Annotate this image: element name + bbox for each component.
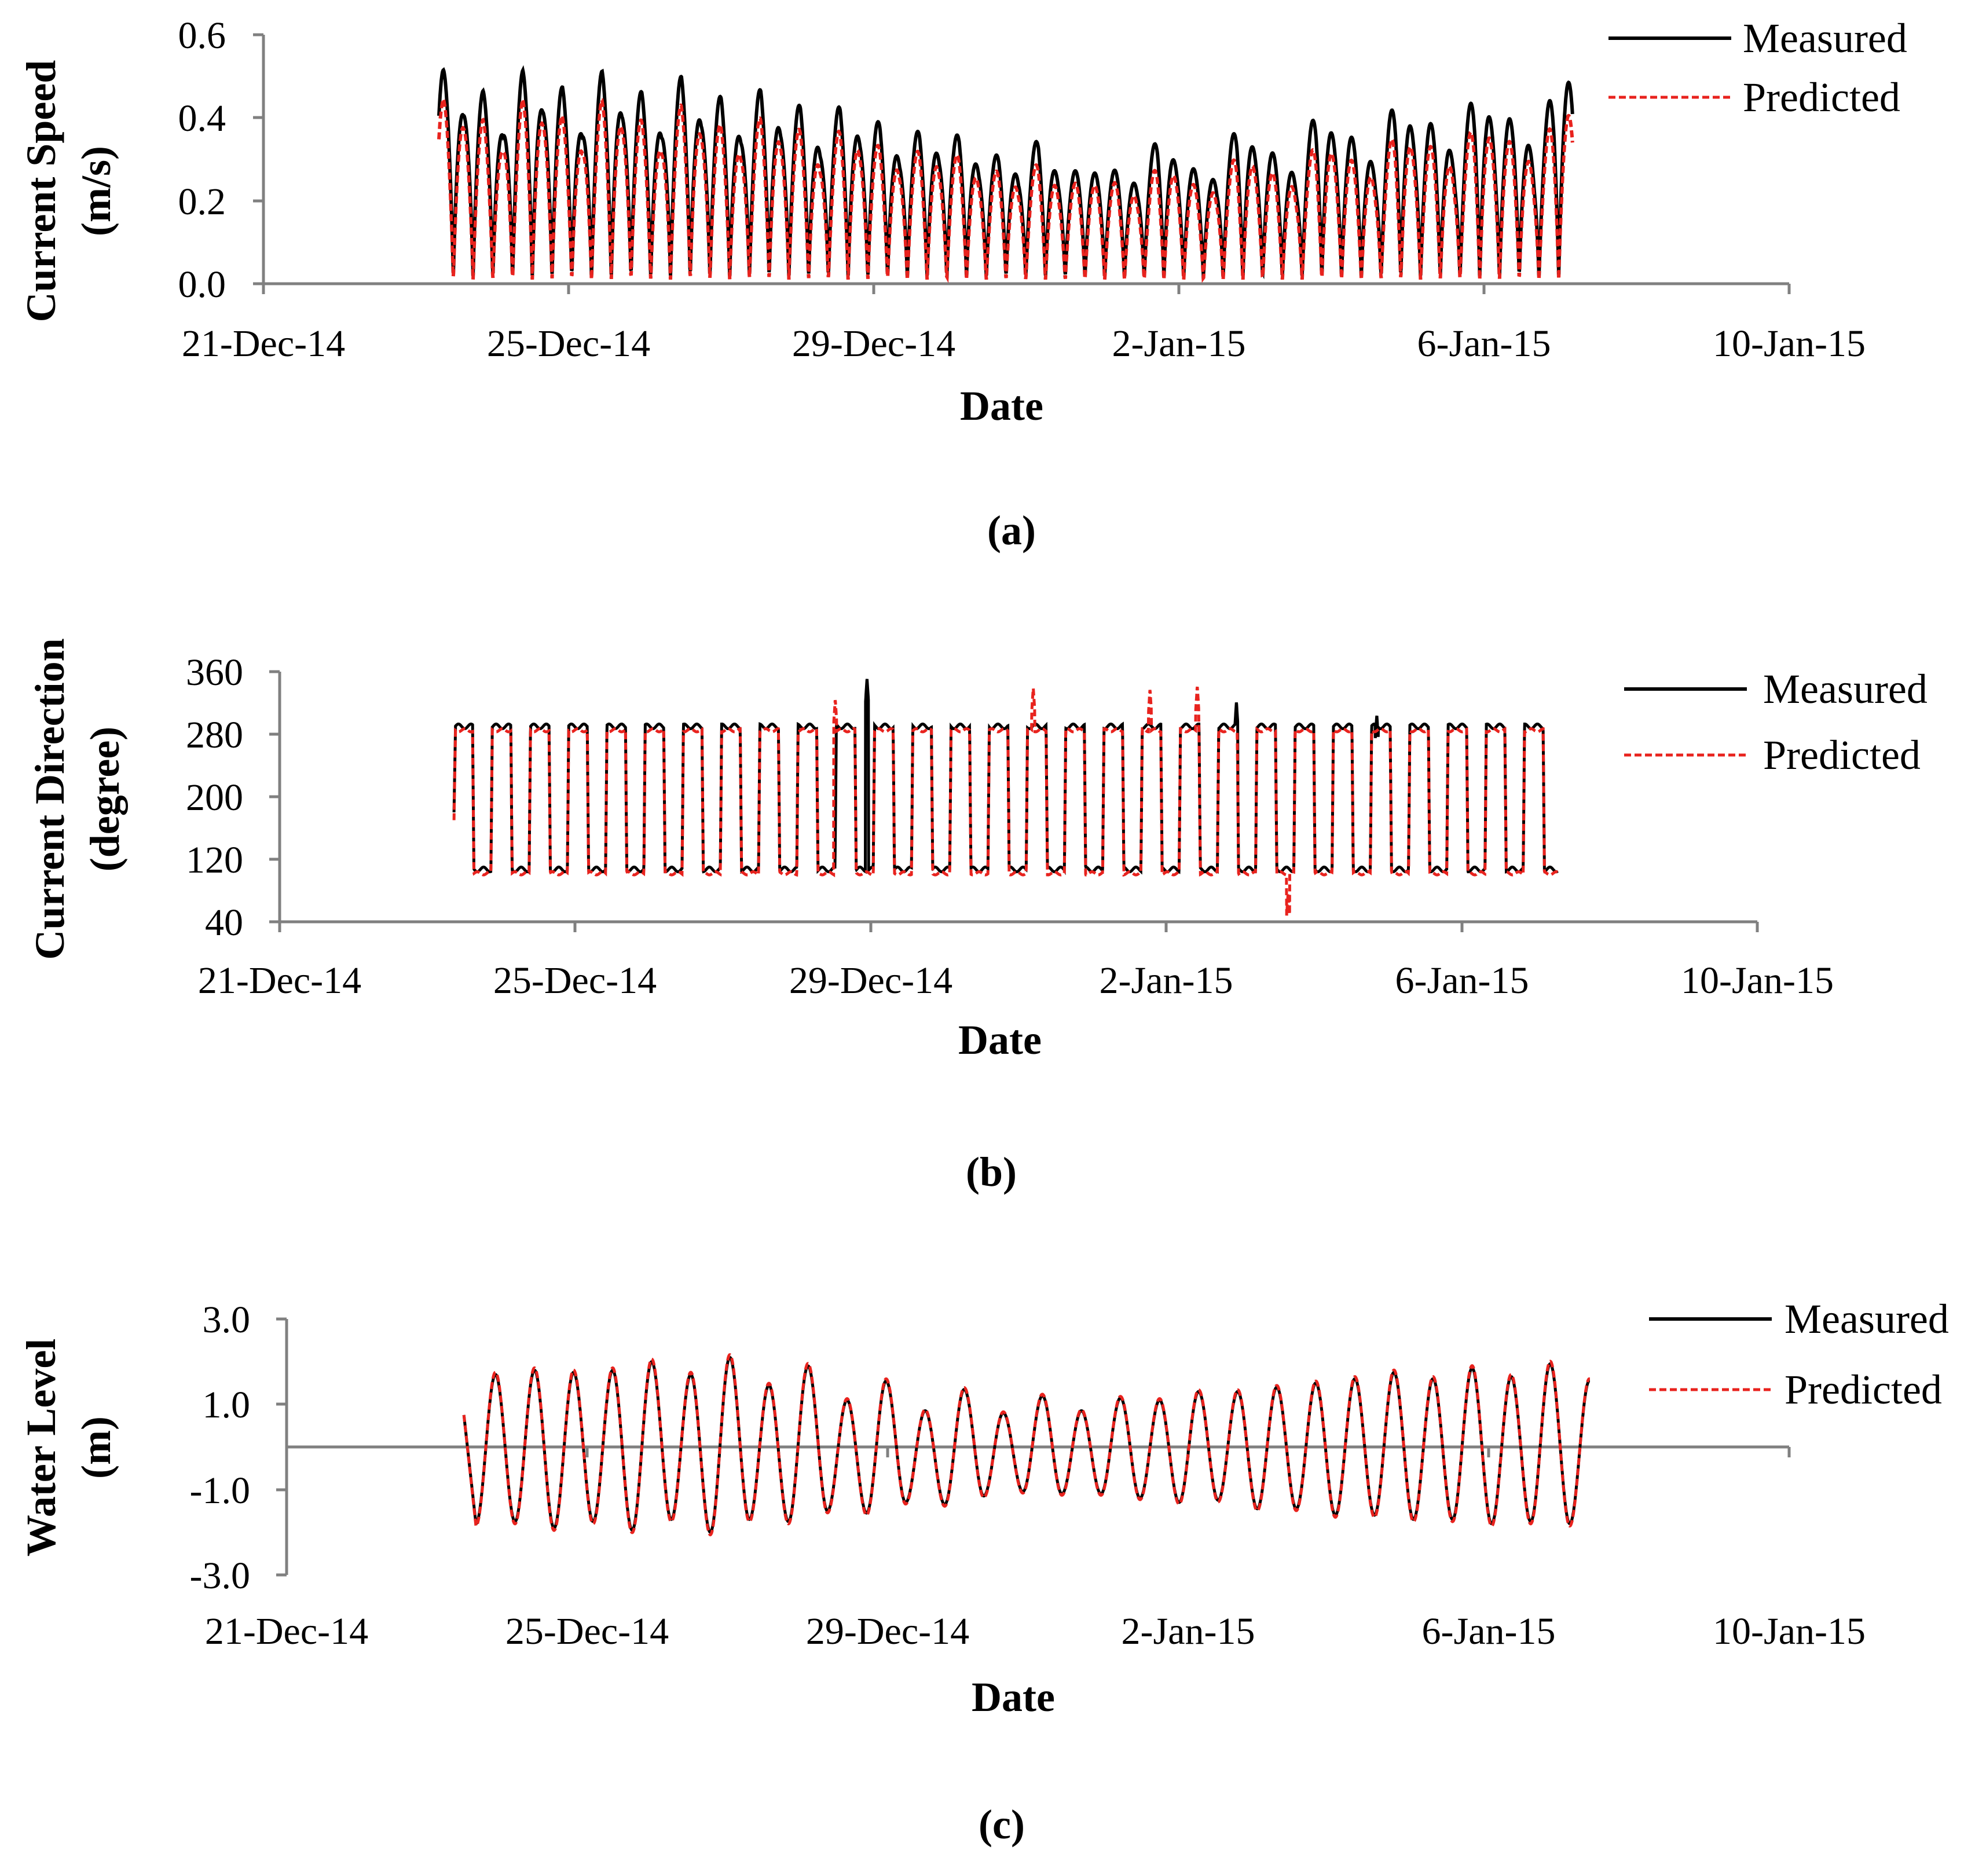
- chart-a-ytick-label: 0.6: [178, 14, 226, 57]
- chart-a-caption: (a): [987, 507, 1036, 554]
- chart-c-xtick-label: 6-Jan-15: [1422, 1610, 1556, 1653]
- chart-b-ytick-label: 280: [186, 714, 243, 756]
- chart-c-legend: Measured Predicted: [1649, 1296, 1949, 1413]
- chart-a-y-axis-title-units: (m/s): [73, 146, 119, 236]
- chart-c-legend-label-measured: Measured: [1785, 1296, 1949, 1342]
- chart-a-xtick-label: 21-Dec-14: [182, 323, 345, 365]
- chart-b-xtick-label: 25-Dec-14: [493, 959, 657, 1002]
- chart-c-caption: (c): [979, 1801, 1025, 1848]
- chart-c-xtick-label: 21-Dec-14: [205, 1610, 368, 1653]
- chart-c-series-measured: [462, 1355, 1590, 1534]
- chart-a-plot: [253, 33, 1791, 294]
- chart-c-legend-label-predicted: Predicted: [1785, 1366, 1942, 1413]
- chart-c-xtick-label: 10-Jan-15: [1713, 1610, 1866, 1653]
- chart-a-legend-label-predicted: Predicted: [1743, 74, 1900, 120]
- chart-c-series-predicted: [462, 1353, 1591, 1537]
- chart-c-ytick-label: -3.0: [190, 1555, 250, 1597]
- chart-c-ytick-label: -1.0: [190, 1470, 250, 1512]
- chart-c: 3.0 1.0 -1.0 -3.0 21-Dec-14 25-Dec-14 29…: [18, 1296, 1949, 1848]
- chart-a-xtick-label: 29-Dec-14: [792, 323, 955, 365]
- chart-c-x-axis-title: Date: [972, 1674, 1055, 1720]
- chart-b: 360 280 200 120 40 21-Dec-14 25-Dec-14 2…: [27, 638, 1928, 1195]
- chart-b-ytick-label: 200: [186, 776, 243, 819]
- chart-b-legend-label-predicted: Predicted: [1763, 732, 1921, 778]
- chart-b-caption: (b): [966, 1149, 1017, 1195]
- chart-b-xtick-label: 10-Jan-15: [1681, 959, 1834, 1002]
- chart-a-x-axis-title: Date: [960, 383, 1043, 429]
- chart-b-legend-label-measured: Measured: [1763, 666, 1928, 712]
- chart-c-xtick-label: 29-Dec-14: [806, 1610, 969, 1653]
- chart-c-y-axis-title: Water Level: [18, 1339, 64, 1557]
- chart-b-xtick-label: 2-Jan-15: [1100, 959, 1233, 1002]
- chart-b-xtick-label: 21-Dec-14: [198, 959, 361, 1002]
- chart-b-y-axis-title-units: (degree): [82, 727, 128, 872]
- chart-a-xtick-label: 25-Dec-14: [487, 323, 650, 365]
- chart-c-ytick-label: 3.0: [203, 1299, 251, 1341]
- chart-b-xtick-label: 29-Dec-14: [789, 959, 952, 1002]
- chart-b-ytick-label: 120: [186, 839, 243, 881]
- chart-c-xtick-label: 2-Jan-15: [1122, 1610, 1255, 1653]
- chart-a-ytick-label: 0.4: [178, 97, 226, 140]
- chart-c-ytick-label: 1.0: [203, 1384, 251, 1426]
- chart-b-ytick-label: 360: [186, 651, 243, 694]
- chart-c-plot: [276, 1317, 1791, 1577]
- chart-a-xtick-label: 2-Jan-15: [1112, 323, 1246, 365]
- chart-b-y-axis-title: Current Direction: [27, 638, 73, 959]
- chart-c-xtick-label: 25-Dec-14: [505, 1610, 669, 1653]
- chart-b-series-predicted: [452, 686, 1559, 916]
- chart-a-legend: Measured Predicted: [1608, 15, 1907, 120]
- chart-c-y-axis-title-units: (m): [73, 1416, 119, 1479]
- chart-a-series-predicted-overlay: [437, 96, 1574, 283]
- chart-a: 0.6 0.4 0.2 0.0 21-Dec-14 25-Dec-14 29-D…: [18, 14, 1907, 554]
- chart-b-legend: Measured Predicted: [1624, 666, 1928, 778]
- chart-b-x-axis-title: Date: [958, 1017, 1042, 1063]
- chart-a-ytick-label: 0.0: [178, 263, 226, 306]
- chart-a-ytick-label: 0.2: [178, 181, 226, 223]
- chart-b-plot: [269, 670, 1759, 932]
- chart-b-ytick-label: 40: [205, 902, 243, 944]
- chart-a-y-axis-title: Current Speed: [18, 60, 64, 323]
- chart-b-xtick-label: 6-Jan-15: [1395, 959, 1529, 1002]
- chart-a-legend-label-measured: Measured: [1743, 15, 1907, 61]
- chart-a-xtick-label: 6-Jan-15: [1417, 323, 1551, 365]
- chart-a-xtick-label: 10-Jan-15: [1713, 323, 1866, 365]
- chart-b-series-measured: [452, 679, 1559, 875]
